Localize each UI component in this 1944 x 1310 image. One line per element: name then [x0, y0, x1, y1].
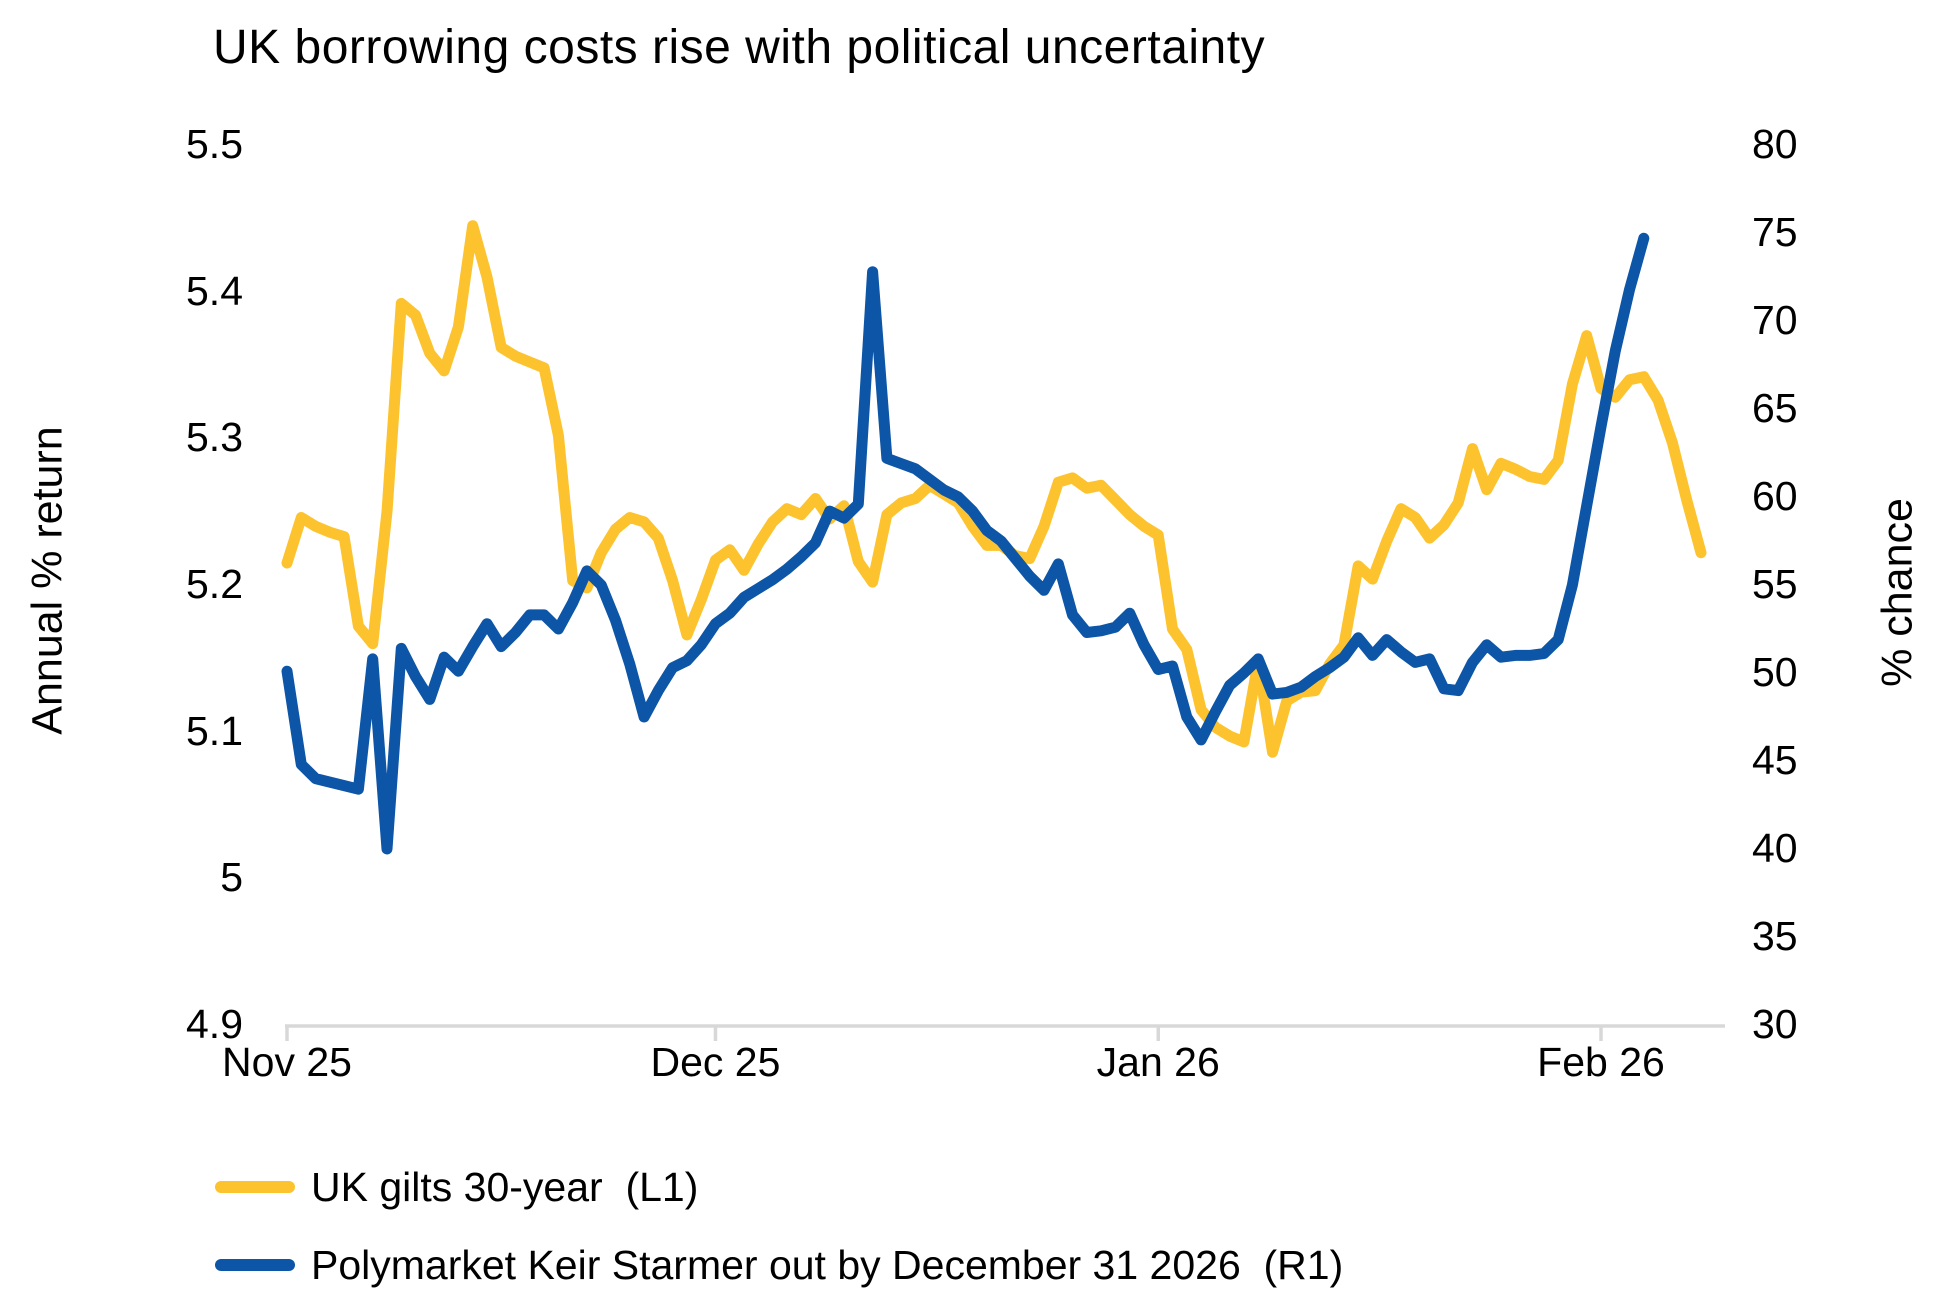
right-tick-40: 40	[1752, 825, 1798, 871]
left-tick-5.5: 5.5	[186, 121, 243, 167]
left-tick-5.3: 5.3	[186, 414, 243, 461]
x-tick-Nov-25: Nov 25	[222, 1039, 352, 1085]
right-tick-45: 45	[1752, 737, 1798, 783]
right-tick-30: 30	[1752, 1001, 1798, 1047]
left-tick-5.2: 5.2	[186, 561, 243, 607]
left-tick-5.1: 5.1	[186, 707, 243, 754]
legend-item-polymarket: Polymarket Keir Starmer out by December …	[215, 1226, 1343, 1304]
left-tick-4.9: 4.9	[186, 1001, 243, 1047]
right-tick-65: 65	[1752, 385, 1798, 431]
right-axis-label: % chance	[1873, 498, 1922, 687]
polymarket-legend-label: Polymarket Keir Starmer out by December …	[311, 1241, 1344, 1288]
right-tick-60: 60	[1752, 473, 1798, 519]
x-tick-Feb-26: Feb 26	[1537, 1039, 1665, 1085]
right-tick-70: 70	[1752, 297, 1798, 343]
left-axis-label: Annual % return	[23, 426, 72, 735]
polymarket-legend-swatch	[215, 1259, 295, 1271]
left-tick-5: 5	[220, 854, 243, 901]
legend-item-gilts: UK gilts 30-year (L1)	[215, 1148, 1343, 1226]
right-tick-35: 35	[1752, 913, 1798, 959]
polymarket-line	[281, 232, 1650, 855]
chart-title: UK borrowing costs rise with political u…	[213, 21, 1266, 74]
left-tick-5.4: 5.4	[186, 267, 243, 314]
right-tick-55: 55	[1752, 561, 1798, 607]
gilts-legend-label: UK gilts 30-year (L1)	[311, 1163, 699, 1210]
right-tick-80: 80	[1752, 121, 1798, 167]
x-tick-Jan-26: Jan 26	[1096, 1039, 1220, 1085]
x-tick-Dec-25: Dec 25	[650, 1039, 781, 1085]
right-tick-75: 75	[1752, 209, 1798, 255]
gilts-line	[281, 220, 1707, 758]
legend: UK gilts 30-year (L1) Polymarket Keir St…	[215, 1148, 1343, 1304]
gilts-legend-swatch	[215, 1181, 295, 1193]
right-tick-50: 50	[1752, 649, 1798, 695]
